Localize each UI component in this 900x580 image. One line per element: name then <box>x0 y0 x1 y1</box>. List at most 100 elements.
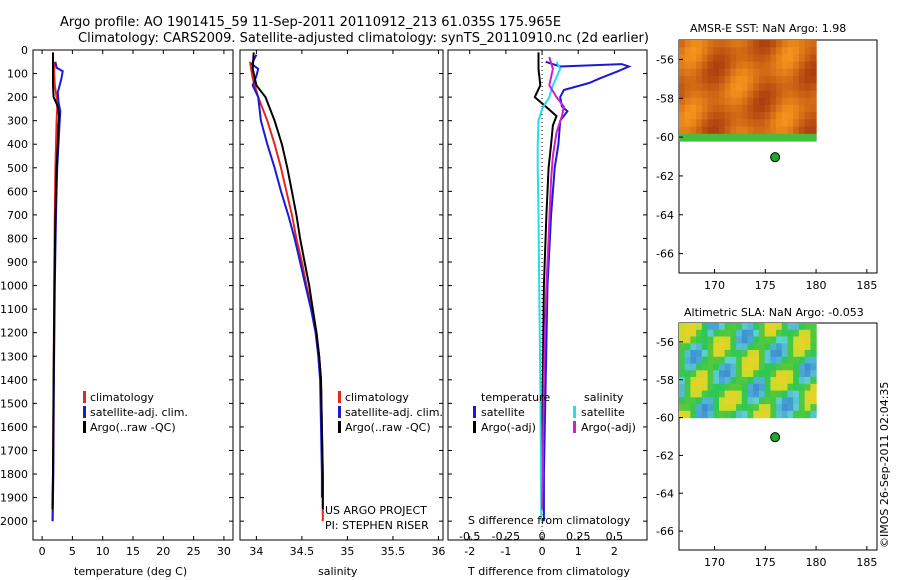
map-cell <box>713 119 720 128</box>
map-cell <box>690 54 697 63</box>
map-cell <box>707 363 714 371</box>
map-cell <box>696 133 703 142</box>
map-cell <box>764 329 771 338</box>
map-cell <box>707 68 714 77</box>
map-cell <box>747 104 754 113</box>
map-cell <box>730 377 737 385</box>
map-cell <box>770 383 777 392</box>
map-cell <box>798 397 806 405</box>
y-tick-label: -62 <box>656 449 674 462</box>
y-tick-label: -66 <box>656 248 674 261</box>
figure-title-line1: Argo profile: AO 1901415_59 11-Sep-2011 … <box>60 15 561 30</box>
map-cell <box>810 323 817 331</box>
map-cell <box>684 90 691 99</box>
map-cell <box>684 404 691 412</box>
map-cell <box>736 126 743 135</box>
map-cell <box>810 61 817 70</box>
map-cell <box>719 68 726 77</box>
map-cell <box>804 356 811 365</box>
map-cell <box>787 329 794 338</box>
map-cell <box>679 104 686 113</box>
x-tick-label: 1 <box>575 545 582 558</box>
map-cell <box>810 40 817 48</box>
map-cell <box>787 119 794 128</box>
map-cell <box>759 76 766 84</box>
map-cell <box>759 104 766 113</box>
map-cell <box>736 383 743 392</box>
map-cell <box>793 343 800 351</box>
map-cell <box>736 343 743 351</box>
map-cell <box>741 404 749 412</box>
map-cell <box>764 97 771 106</box>
map-cell <box>787 61 794 70</box>
map-cell <box>707 119 714 128</box>
map-cell <box>804 90 811 99</box>
map-cell <box>684 40 691 48</box>
map-cell <box>810 47 817 55</box>
map-cell <box>679 343 686 351</box>
legend-label-t-satellite: satellite <box>481 406 525 419</box>
map-field <box>679 40 817 142</box>
map-cell <box>798 104 806 113</box>
map-cell <box>753 40 760 48</box>
map-cell <box>753 133 760 142</box>
map-cell <box>719 343 726 351</box>
x-tick-label: 35 <box>340 545 354 558</box>
map-cell <box>684 76 691 84</box>
map-cell <box>776 356 783 365</box>
map-cell <box>707 61 714 70</box>
map-cell <box>707 397 714 405</box>
map-cell <box>804 47 811 55</box>
map-cell <box>741 97 749 106</box>
map-cell <box>690 61 697 70</box>
map-cell <box>764 133 771 142</box>
map-cell <box>736 76 743 84</box>
map-cell <box>810 370 817 378</box>
map-cell <box>793 370 800 378</box>
map-cell <box>781 97 789 106</box>
legend-swatch-climatology <box>338 391 341 403</box>
x-tick-label: 35.5 <box>381 545 406 558</box>
map-cell <box>747 47 754 55</box>
x-tick-label: 20 <box>156 545 170 558</box>
series-line <box>541 56 565 510</box>
map-cell <box>741 119 749 128</box>
map-cell <box>696 404 703 412</box>
map-cell <box>690 83 697 92</box>
map-cell <box>713 363 720 371</box>
map-cell <box>730 410 737 419</box>
map-cell <box>764 390 771 398</box>
map-cell <box>684 323 691 331</box>
map-cell <box>684 343 691 351</box>
map-cell <box>736 97 743 106</box>
map-cell <box>741 377 749 385</box>
map-cell <box>759 356 766 365</box>
map-cell <box>747 61 754 70</box>
map-cell <box>793 377 800 385</box>
map-cell <box>696 323 703 331</box>
y-tick-label: 800 <box>7 232 28 245</box>
map-cell <box>810 350 817 358</box>
map-cell <box>701 54 709 63</box>
map-cell <box>713 323 720 331</box>
map-cell <box>684 126 691 135</box>
map-cell <box>684 104 691 113</box>
map-cell <box>759 83 766 92</box>
map-cell <box>759 397 766 405</box>
y-tick-label: -56 <box>656 336 674 349</box>
map-cell <box>764 61 771 70</box>
y-tick-label: 700 <box>7 209 28 222</box>
map-cell <box>759 54 766 63</box>
map-cell <box>810 329 817 338</box>
map-cell <box>701 383 709 392</box>
map-cell <box>724 370 731 378</box>
map-cell <box>781 104 789 113</box>
map-cell <box>690 323 697 331</box>
map-cell <box>798 119 806 128</box>
map-cell <box>776 390 783 398</box>
map-cell <box>713 68 720 77</box>
map-cell <box>781 126 789 135</box>
map-cell <box>701 397 709 405</box>
map-cell <box>684 68 691 77</box>
